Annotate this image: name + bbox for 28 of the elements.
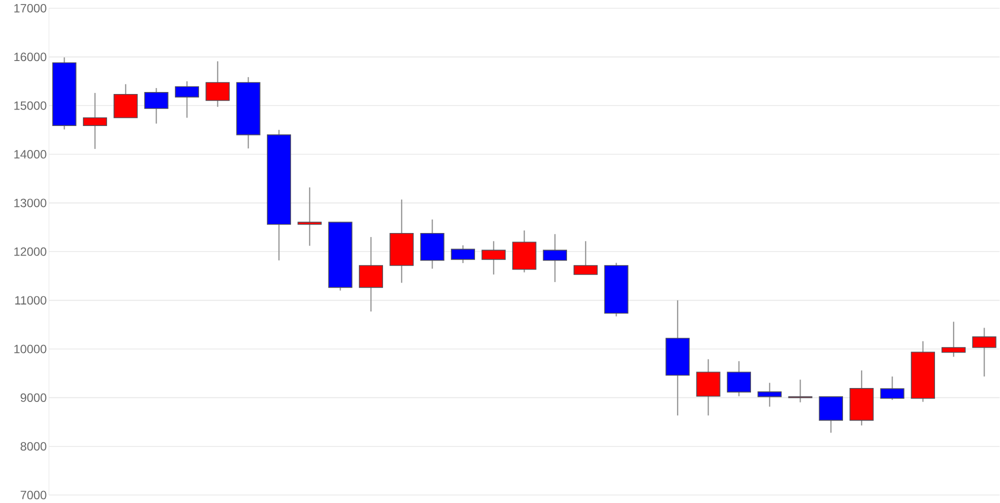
candlestick [482, 240, 506, 275]
candlestick [726, 360, 751, 397]
candlestick [758, 382, 782, 408]
candlestick [450, 244, 476, 264]
y-tick-label: 17000 [14, 4, 46, 12]
candlestick [144, 87, 168, 124]
y-tick-label: 8000 [20, 442, 46, 450]
candlestick [880, 376, 904, 400]
candlestick [972, 327, 996, 377]
candlestick [174, 80, 200, 118]
y-tick-label: 10000 [14, 344, 46, 354]
y-tick-label: 7000 [20, 490, 46, 500]
candlestick [114, 83, 138, 118]
candlestick [574, 240, 598, 275]
candlestick [82, 92, 108, 150]
y-tick-label: 14000 [14, 150, 46, 158]
y-tick-label: 15000 [14, 101, 46, 110]
candlestick [298, 186, 322, 246]
candlestick [542, 233, 568, 283]
candlestick [206, 60, 230, 108]
y-tick-label: 16000 [14, 52, 46, 62]
candlestick [942, 320, 966, 358]
candlestick [818, 396, 843, 434]
y-tick-label: 9000 [20, 393, 46, 402]
y-tick-label: 13000 [14, 198, 46, 208]
y-tick-label: 12000 [14, 247, 46, 256]
y-tick-label: 11000 [15, 296, 46, 304]
candlestick [358, 236, 384, 312]
